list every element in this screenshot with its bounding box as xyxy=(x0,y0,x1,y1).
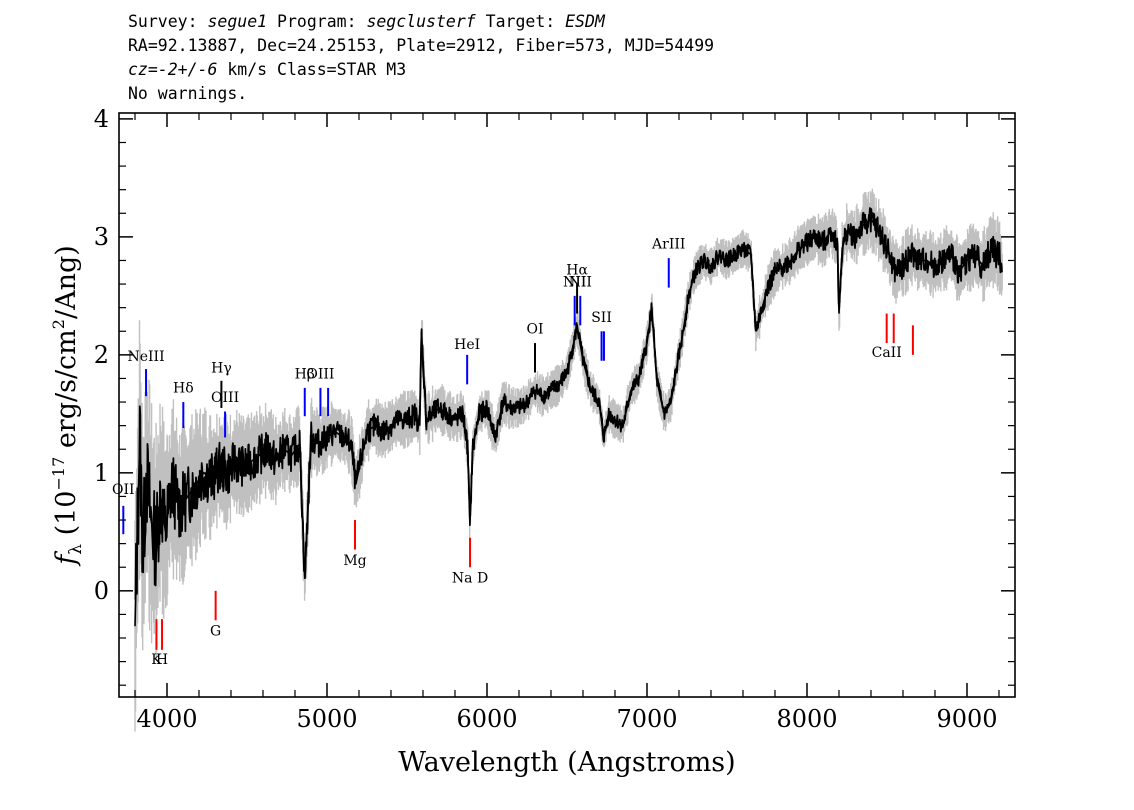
y-axis-title-part: 2 xyxy=(49,319,68,329)
emission-line-label: OIII xyxy=(306,366,334,382)
y-tick-label: 2 xyxy=(94,341,109,369)
flux-anchor-line xyxy=(134,218,1003,627)
header-segment: cz=-2+/-6 xyxy=(128,60,218,79)
emission-line-label: Hδ xyxy=(173,381,194,397)
x-tick-label: 4000 xyxy=(136,705,197,733)
x-tick-label: 6000 xyxy=(456,705,517,733)
x-tick-label: 9000 xyxy=(936,705,997,733)
x-tick-label: 7000 xyxy=(616,705,677,733)
emission-line-label: OI xyxy=(526,322,543,338)
x-axis-title: Wavelength (Angstroms) xyxy=(398,747,735,778)
header-line-warnings: No warnings. xyxy=(128,84,248,103)
emission-line-label: Hα xyxy=(566,263,588,279)
header-line-survey: Survey: segue1 Program: segclusterf Targ… xyxy=(128,12,605,31)
y-tick-label: 3 xyxy=(94,223,109,251)
plot-frame xyxy=(118,112,1016,698)
emission-line-label: Hγ xyxy=(211,361,232,377)
absorption-line-label: Mg xyxy=(343,553,366,569)
y-axis-title: fλ (10−17 erg/s/cm2/Ang) xyxy=(49,245,86,567)
header-segment: km/s Class=STAR M3 xyxy=(217,60,407,79)
emission-line-label: NII xyxy=(569,274,592,290)
y-axis-title-part: erg/s/cm xyxy=(51,329,82,457)
emission-line-label: SII xyxy=(591,310,612,326)
emission-line-label: OIII xyxy=(211,390,239,406)
flux-line xyxy=(134,207,1003,600)
absorption-line-label: Na D xyxy=(452,571,488,587)
flux-layer xyxy=(134,207,1003,627)
header-segment: Target: xyxy=(475,12,566,31)
y-tick-label: 4 xyxy=(94,105,109,133)
emission-line-label: ArIII xyxy=(651,237,685,253)
absorption-line-label: G xyxy=(210,624,221,640)
emission-line-label: NII xyxy=(563,274,586,290)
emission-line-label: HeI xyxy=(454,337,480,353)
y-axis-title-part: λ xyxy=(66,544,86,555)
y-axis-title-part: /Ang) xyxy=(51,245,82,319)
header-segment: Survey: xyxy=(128,12,208,31)
y-tick-label: 0 xyxy=(94,577,109,605)
absorption-line-label: H xyxy=(156,652,168,668)
header-line-redshift: cz=-2+/-6 km/s Class=STAR M3 xyxy=(128,60,406,79)
x-tick-label: 5000 xyxy=(296,705,357,733)
axes-layer: 4000 5000 6000 7000 8000 9000 0 1 2 3 4 xyxy=(94,105,1016,733)
spectral-lines-layer: OIINeIIIHδHγOIIIHβOIIIHeIOINIIHαNIISIIAr… xyxy=(112,237,914,668)
y-tick-label: 1 xyxy=(94,459,109,487)
header-segment: Program: xyxy=(267,12,367,31)
header-segment: segue1 xyxy=(207,12,268,31)
header-line-coords: RA=92.13887, Dec=24.25153, Plate=2912, F… xyxy=(128,36,715,55)
absorption-line-label: K xyxy=(151,652,162,668)
x-tick-label: 8000 xyxy=(776,705,837,733)
header-segment: segclusterf xyxy=(366,12,476,31)
emission-line-label: Hβ xyxy=(295,366,315,382)
header-segment: ESDM xyxy=(565,12,605,31)
y-axis-title-part: −17 xyxy=(49,457,68,491)
y-axis-title-part: (10 xyxy=(51,491,82,544)
emission-line-label: OII xyxy=(112,482,135,498)
emission-line-label: NeIII xyxy=(127,349,164,365)
absorption-line-label: CaII xyxy=(872,345,902,361)
